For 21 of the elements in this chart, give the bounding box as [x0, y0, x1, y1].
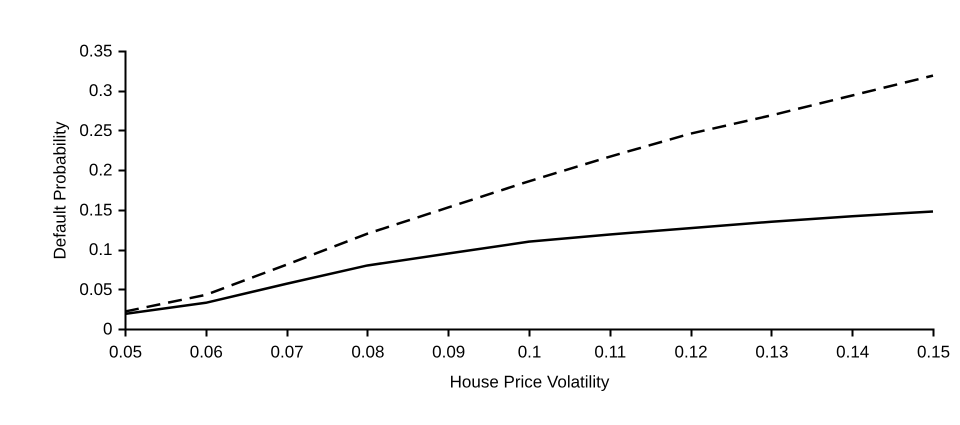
y-axis-title: Default Probability — [50, 121, 70, 260]
y-tick-label: 0.1 — [88, 240, 112, 260]
x-tick-label: 0.12 — [674, 342, 708, 362]
x-tick-label: 0.07 — [270, 342, 304, 362]
y-tick-label: 0.15 — [79, 200, 112, 220]
x-tick-label: 0.09 — [432, 342, 466, 362]
x-tick-label: 0.11 — [594, 342, 626, 362]
x-tick-label: 0.05 — [108, 342, 142, 362]
x-tick-label: 0.15 — [916, 342, 950, 362]
x-tick-label: 0.14 — [836, 342, 870, 362]
x-tick-label: 0.1 — [518, 342, 542, 362]
y-tick-label: 0 — [103, 320, 112, 338]
x-tick-label: 0.06 — [190, 342, 223, 362]
x-tick-label: 0.13 — [755, 342, 788, 362]
y-tick-label: 0.25 — [79, 120, 112, 140]
y-tick-label: 0.05 — [79, 280, 112, 299]
y-tick-label: 0.35 — [79, 42, 112, 60]
y-tick-label: 0.2 — [88, 160, 112, 180]
y-tick-label: 0.3 — [88, 81, 112, 100]
x-axis-title: House Price Volatility — [450, 372, 610, 392]
x-tick-label: 0.08 — [351, 342, 384, 362]
